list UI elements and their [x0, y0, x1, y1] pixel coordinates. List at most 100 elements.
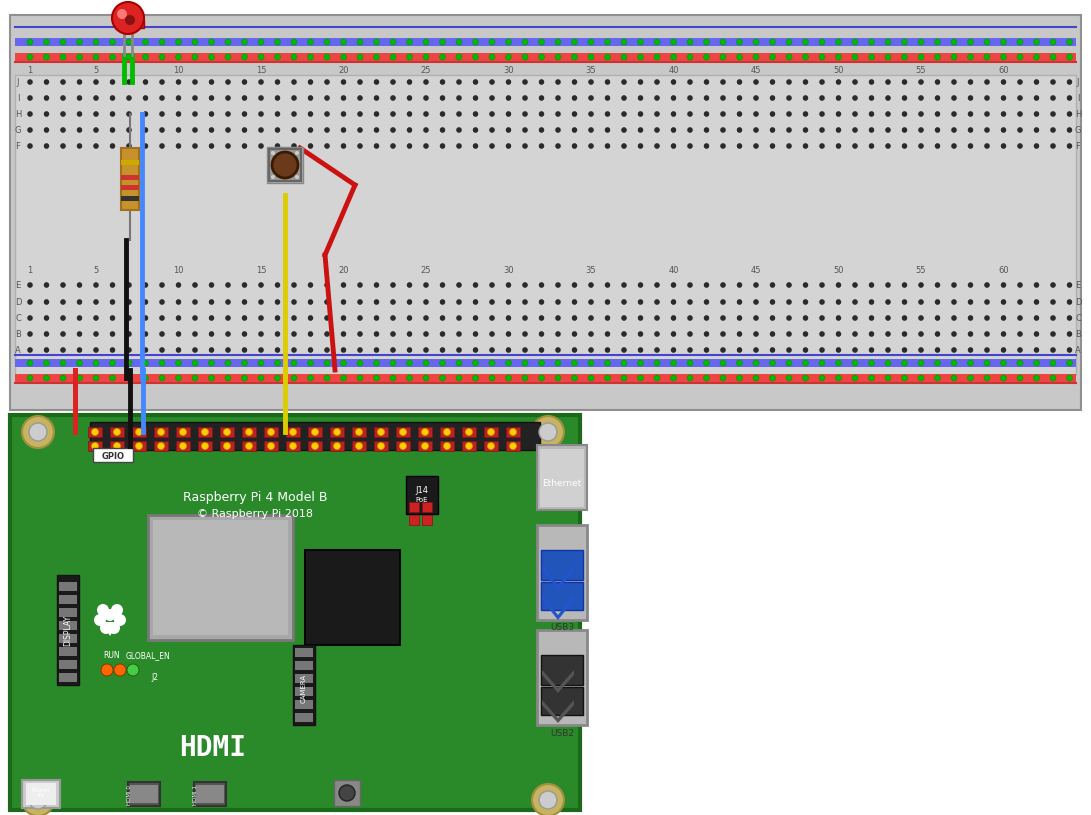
- Bar: [440, 441, 454, 451]
- Circle shape: [374, 299, 379, 305]
- Circle shape: [44, 80, 49, 85]
- Bar: [148, 515, 293, 640]
- Circle shape: [738, 95, 742, 100]
- Bar: [88, 427, 101, 437]
- Circle shape: [242, 315, 247, 320]
- Circle shape: [159, 127, 165, 133]
- Circle shape: [358, 332, 362, 337]
- Circle shape: [77, 332, 82, 337]
- Circle shape: [407, 375, 412, 381]
- Circle shape: [94, 143, 98, 148]
- Circle shape: [192, 95, 197, 100]
- Circle shape: [852, 143, 858, 148]
- Circle shape: [291, 80, 297, 85]
- Circle shape: [127, 127, 132, 133]
- Circle shape: [984, 143, 990, 148]
- Circle shape: [704, 347, 709, 353]
- Circle shape: [852, 127, 858, 133]
- Circle shape: [373, 39, 380, 45]
- Circle shape: [687, 283, 693, 288]
- Circle shape: [968, 315, 973, 320]
- Circle shape: [456, 54, 461, 60]
- Circle shape: [506, 332, 511, 337]
- Circle shape: [77, 112, 82, 117]
- Circle shape: [622, 315, 626, 320]
- Circle shape: [935, 375, 940, 381]
- Circle shape: [291, 315, 297, 320]
- Circle shape: [308, 143, 313, 148]
- Circle shape: [622, 143, 626, 148]
- Bar: [484, 441, 497, 451]
- Circle shape: [324, 375, 329, 381]
- Circle shape: [704, 315, 709, 320]
- Circle shape: [687, 112, 693, 117]
- Circle shape: [868, 39, 875, 45]
- Circle shape: [506, 127, 511, 133]
- Circle shape: [555, 54, 561, 60]
- Circle shape: [588, 315, 594, 320]
- Circle shape: [738, 347, 742, 353]
- Circle shape: [407, 80, 412, 85]
- Circle shape: [77, 347, 82, 353]
- Circle shape: [769, 39, 776, 45]
- Circle shape: [720, 360, 726, 366]
- Circle shape: [951, 112, 957, 117]
- Circle shape: [143, 127, 148, 133]
- Circle shape: [490, 127, 494, 133]
- Circle shape: [275, 80, 280, 85]
- Circle shape: [738, 143, 742, 148]
- Circle shape: [523, 143, 528, 148]
- Circle shape: [787, 80, 791, 85]
- Circle shape: [110, 112, 115, 117]
- Circle shape: [769, 360, 776, 366]
- Circle shape: [539, 375, 544, 381]
- Circle shape: [1067, 283, 1072, 288]
- Circle shape: [555, 315, 561, 320]
- Circle shape: [324, 39, 329, 45]
- Circle shape: [720, 375, 726, 381]
- Bar: [59, 647, 77, 656]
- Circle shape: [113, 429, 120, 435]
- Circle shape: [275, 299, 280, 305]
- Circle shape: [951, 95, 957, 100]
- Circle shape: [242, 127, 247, 133]
- Circle shape: [374, 283, 379, 288]
- Circle shape: [572, 315, 577, 320]
- Circle shape: [208, 54, 215, 60]
- Text: A: A: [1075, 346, 1081, 355]
- Circle shape: [291, 347, 297, 353]
- Circle shape: [655, 80, 659, 85]
- Circle shape: [1050, 360, 1056, 366]
- Circle shape: [951, 54, 957, 60]
- Circle shape: [787, 315, 791, 320]
- Circle shape: [94, 112, 98, 117]
- Circle shape: [373, 375, 380, 381]
- Circle shape: [1002, 95, 1006, 100]
- Circle shape: [1034, 315, 1039, 320]
- Circle shape: [440, 39, 445, 45]
- Circle shape: [754, 299, 758, 305]
- Circle shape: [951, 143, 957, 148]
- Circle shape: [606, 332, 610, 337]
- Bar: [308, 427, 322, 437]
- Circle shape: [473, 347, 478, 353]
- Circle shape: [489, 54, 495, 60]
- Circle shape: [870, 127, 874, 133]
- Circle shape: [77, 283, 82, 288]
- Circle shape: [125, 360, 132, 366]
- Circle shape: [1067, 360, 1072, 366]
- Circle shape: [819, 315, 825, 320]
- Circle shape: [655, 332, 659, 337]
- Circle shape: [671, 143, 676, 148]
- Circle shape: [638, 332, 643, 337]
- Circle shape: [572, 299, 577, 305]
- Bar: [374, 441, 388, 451]
- Circle shape: [687, 332, 693, 337]
- Circle shape: [60, 283, 65, 288]
- Circle shape: [638, 127, 643, 133]
- Circle shape: [456, 127, 461, 133]
- Circle shape: [423, 347, 429, 353]
- Circle shape: [901, 39, 908, 45]
- Text: Ethernet: Ethernet: [542, 478, 582, 487]
- Circle shape: [1002, 143, 1006, 148]
